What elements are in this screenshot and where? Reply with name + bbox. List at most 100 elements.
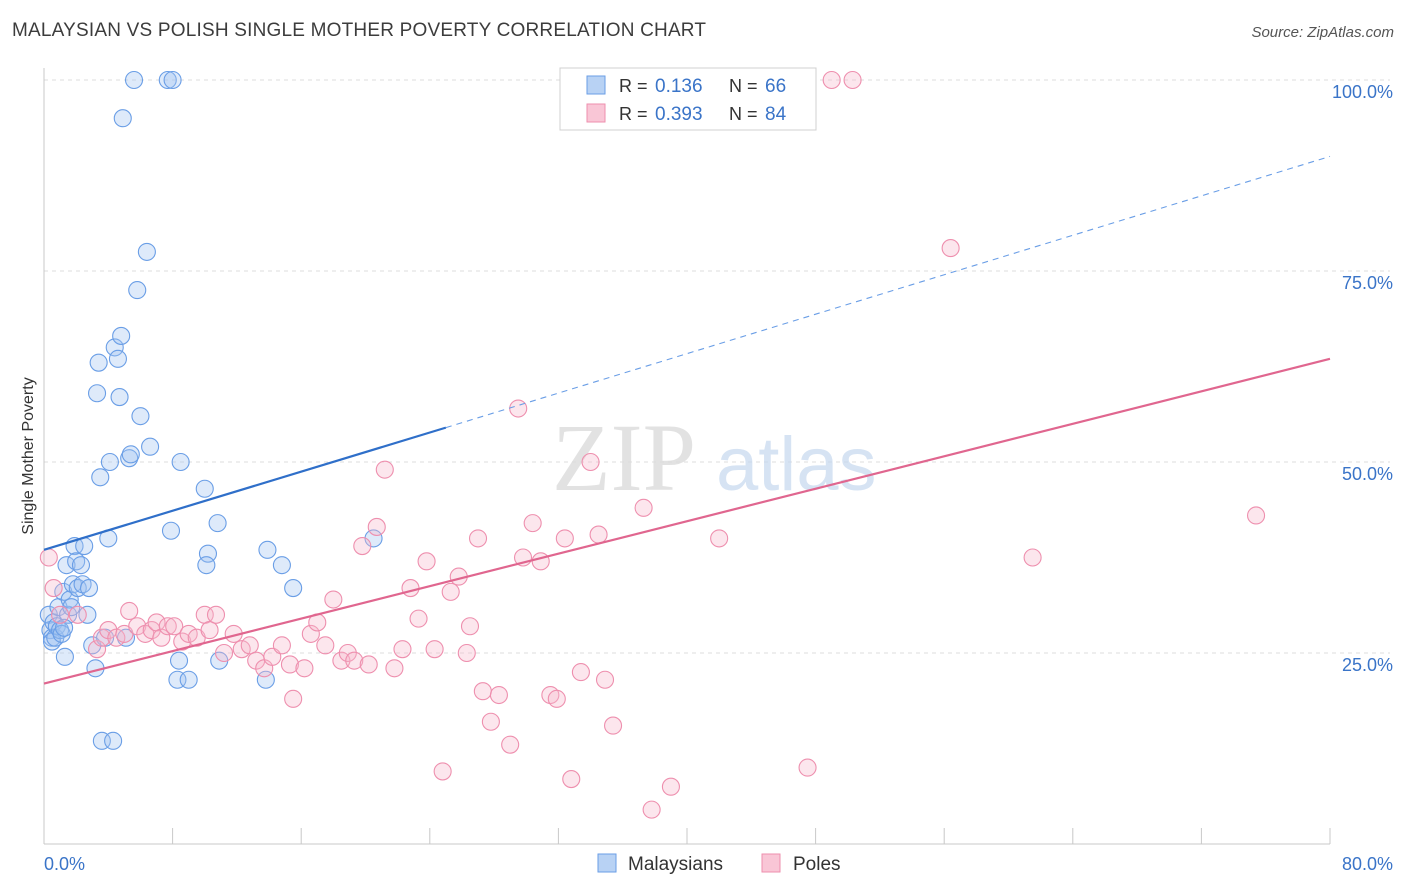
n-label-malaysians: N =	[729, 76, 758, 96]
point-poles-39	[338, 643, 357, 663]
point-poles-58	[489, 685, 508, 705]
point-poles-15	[158, 617, 177, 636]
point-poles-34	[301, 624, 320, 643]
y-tick-labels: 25.0% 50.0% 75.0% 100.0%	[1332, 82, 1393, 675]
point-poles-50	[425, 640, 444, 659]
legend-label-poles[interactable]: Poles	[793, 854, 841, 875]
trend-line-malaysians	[43, 426, 447, 551]
series-legend: Malaysians Poles	[597, 853, 841, 875]
r-label-malaysians: R =	[619, 76, 648, 96]
point-poles-65	[547, 689, 566, 708]
point-poles-38	[332, 651, 351, 670]
y-tick-label-1: 50.0%	[1342, 464, 1393, 484]
point-poles-44	[375, 460, 394, 479]
point-poles-57	[481, 712, 500, 731]
point-malaysians-28	[89, 353, 108, 372]
point-malaysians-51	[169, 651, 189, 670]
point-poles-76	[710, 529, 729, 548]
point-poles-42	[359, 655, 378, 674]
point-poles-36	[316, 636, 335, 655]
point-poles-48	[409, 609, 428, 628]
point-poles-82	[1247, 506, 1266, 525]
point-poles-4	[87, 640, 107, 659]
point-poles-78	[822, 70, 841, 90]
point-malaysians-34	[105, 338, 124, 357]
point-malaysians-59	[256, 670, 275, 689]
point-malaysians-37	[113, 109, 132, 128]
point-poles-79	[843, 70, 862, 90]
point-malaysians-53	[179, 670, 198, 689]
trend-line-poles	[43, 357, 1331, 685]
legend-swatch-malaysians[interactable]	[597, 853, 617, 873]
point-poles-67	[562, 770, 581, 789]
point-poles-31	[280, 655, 299, 674]
point-poles-2	[51, 605, 70, 624]
point-malaysians-43	[128, 281, 147, 300]
n-value-malaysians: 66	[765, 76, 786, 97]
point-malaysians-48	[161, 521, 181, 540]
point-poles-72	[604, 716, 623, 735]
point-malaysians-20	[71, 556, 91, 575]
data-points	[39, 70, 1266, 819]
point-poles-26	[240, 636, 259, 655]
point-malaysians-47	[158, 70, 177, 90]
y-tick-label-0: 25.0%	[1342, 655, 1393, 675]
point-poles-23	[214, 643, 234, 663]
point-malaysians-56	[197, 556, 216, 575]
point-poles-14	[152, 628, 171, 647]
stats-swatch-poles	[586, 103, 606, 123]
r-value-poles: 0.393	[655, 104, 703, 125]
point-malaysians-57	[208, 514, 227, 533]
point-poles-40	[345, 651, 364, 670]
y-tick-label-3: 100.0%	[1332, 82, 1393, 102]
chart-title: MALAYSIAN VS POLISH SINGLE MOTHER POVERT…	[12, 20, 707, 41]
point-poles-56	[473, 682, 492, 701]
point-malaysians-44	[131, 407, 150, 426]
point-malaysians-62	[284, 579, 303, 598]
point-poles-66	[555, 529, 574, 548]
x-ticks	[172, 828, 1331, 844]
point-malaysians-27	[87, 384, 107, 403]
point-poles-45	[385, 659, 404, 678]
point-poles-37	[324, 590, 343, 609]
point-poles-52	[441, 582, 460, 601]
point-poles-68	[571, 663, 590, 682]
point-poles-9	[120, 601, 139, 621]
point-poles-16	[165, 617, 184, 636]
point-malaysians-10	[54, 582, 73, 601]
x-tick-label-1: 80.0%	[1342, 854, 1393, 874]
r-label-poles: R =	[619, 104, 648, 124]
point-poles-77	[798, 758, 817, 777]
trend-line-malaysians-extension	[445, 155, 1331, 429]
n-value-poles: 84	[765, 104, 787, 125]
point-poles-21	[200, 621, 219, 640]
point-malaysians-23	[78, 605, 97, 624]
stats-legend: R = 0.136 N = 66 R = 0.393 N = 84	[559, 67, 817, 131]
point-malaysians-29	[91, 468, 110, 487]
legend-label-malaysians[interactable]: Malaysians	[628, 854, 723, 875]
watermark-zip: ZIP	[552, 404, 696, 511]
point-poles-1	[44, 579, 63, 598]
point-poles-63	[531, 552, 550, 571]
point-poles-32	[284, 689, 303, 708]
point-poles-83	[460, 617, 480, 636]
r-value-malaysians: 0.136	[655, 76, 703, 97]
x-tick-labels: 0.0% 80.0%	[44, 854, 1393, 874]
point-malaysians-35	[108, 349, 127, 368]
stats-swatch-malaysians	[586, 75, 606, 95]
point-poles-0	[39, 548, 58, 567]
point-malaysians-54	[195, 479, 214, 498]
y-tick-label-2: 75.0%	[1342, 273, 1393, 293]
trend-lines	[43, 155, 1331, 685]
point-malaysians-11	[55, 647, 74, 666]
point-malaysians-24	[79, 579, 99, 598]
point-poles-74	[642, 800, 661, 819]
legend-swatch-poles[interactable]	[761, 853, 781, 873]
point-poles-71	[595, 670, 615, 689]
point-poles-47	[401, 579, 420, 598]
point-poles-46	[393, 640, 412, 659]
point-poles-41	[353, 536, 372, 556]
y-axis-label: Single Mother Poverty	[20, 377, 37, 534]
point-poles-54	[457, 643, 476, 663]
point-malaysians-38	[112, 326, 131, 345]
